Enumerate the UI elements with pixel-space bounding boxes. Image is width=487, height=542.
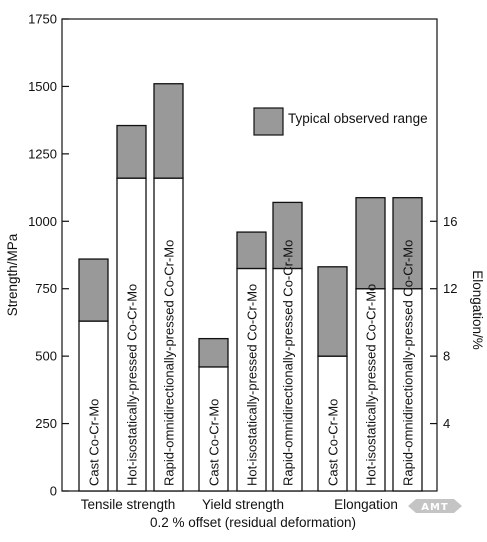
group-label: Yield strength	[202, 497, 284, 512]
watermark-label: AMT	[421, 502, 449, 513]
left-tick-label: 250	[35, 416, 57, 431]
bars: Cast Co-Cr-Mo Hot-isostatically-pressed C…	[78, 83, 423, 492]
left-tick-label: 500	[35, 349, 57, 364]
bar-label: Hot-isostatically-pressed Co-Cr-Mo	[125, 284, 140, 486]
left-tick-label: 750	[35, 281, 57, 296]
bar-base	[236, 267, 267, 492]
bar-label: Hot-isostatically-pressed Co-Cr-Mo	[364, 284, 379, 486]
amt-watermark: AMT	[408, 499, 462, 513]
bar-label: Hot-isostatically-pressed Co-Cr-Mo	[245, 284, 260, 486]
bar-label: Rapid-omnidirectionally-pressed Co-Cr-Mo	[162, 240, 177, 486]
bar-range	[236, 231, 267, 270]
bar-range	[78, 258, 109, 322]
y-axis-left-title: Strength/MPa	[5, 233, 20, 316]
legend: Typical observed range	[253, 107, 428, 136]
bar-range	[198, 337, 229, 368]
bar-base	[317, 355, 348, 492]
left-axis: 0 250 500 750 1000 1250 1500 1750	[28, 12, 69, 499]
left-tick-label: 1000	[28, 214, 57, 229]
bar-label: Rapid-omnidirectionally-pressed Co-Cr-Mo	[281, 240, 296, 486]
group-labels: Tensile strength Yield strength Elongation	[81, 497, 398, 512]
bar-label: Cast Co-Cr-Mo	[87, 399, 102, 486]
bar-range	[317, 266, 348, 357]
bar-range	[116, 124, 147, 179]
legend-swatch	[253, 107, 284, 136]
y-axis-right-title: Elongation/%	[470, 270, 485, 350]
bar-range	[153, 83, 184, 179]
right-tick-label: 8	[443, 349, 450, 364]
right-axis: 4 8 12 16	[430, 214, 457, 431]
legend-label: Typical observed range	[288, 111, 428, 126]
bar-label: Rapid-omnidirectionally-pressed Co-Cr-Mo	[401, 240, 416, 486]
bar-range	[355, 197, 386, 290]
right-tick-label: 16	[443, 214, 457, 229]
group-label: Elongation	[334, 497, 398, 512]
left-tick-label: 1250	[28, 146, 57, 161]
bar-label: Cast Co-Cr-Mo	[326, 399, 341, 486]
right-tick-label: 4	[443, 416, 450, 431]
bar-range	[392, 197, 423, 290]
group-label: Tensile strength	[81, 497, 176, 512]
left-tick-label: 1500	[28, 79, 57, 94]
bar-base	[78, 320, 109, 492]
bar-base	[153, 177, 184, 492]
left-tick-label: 0	[50, 484, 57, 499]
left-tick-label: 1750	[28, 12, 57, 27]
right-tick-label: 12	[443, 281, 457, 296]
bar-label: Cast Co-Cr-Mo	[207, 399, 222, 486]
x-axis-title: 0.2 % offset (residual deformation)	[150, 515, 356, 530]
bar-range	[272, 201, 303, 270]
bar-base	[355, 288, 386, 492]
